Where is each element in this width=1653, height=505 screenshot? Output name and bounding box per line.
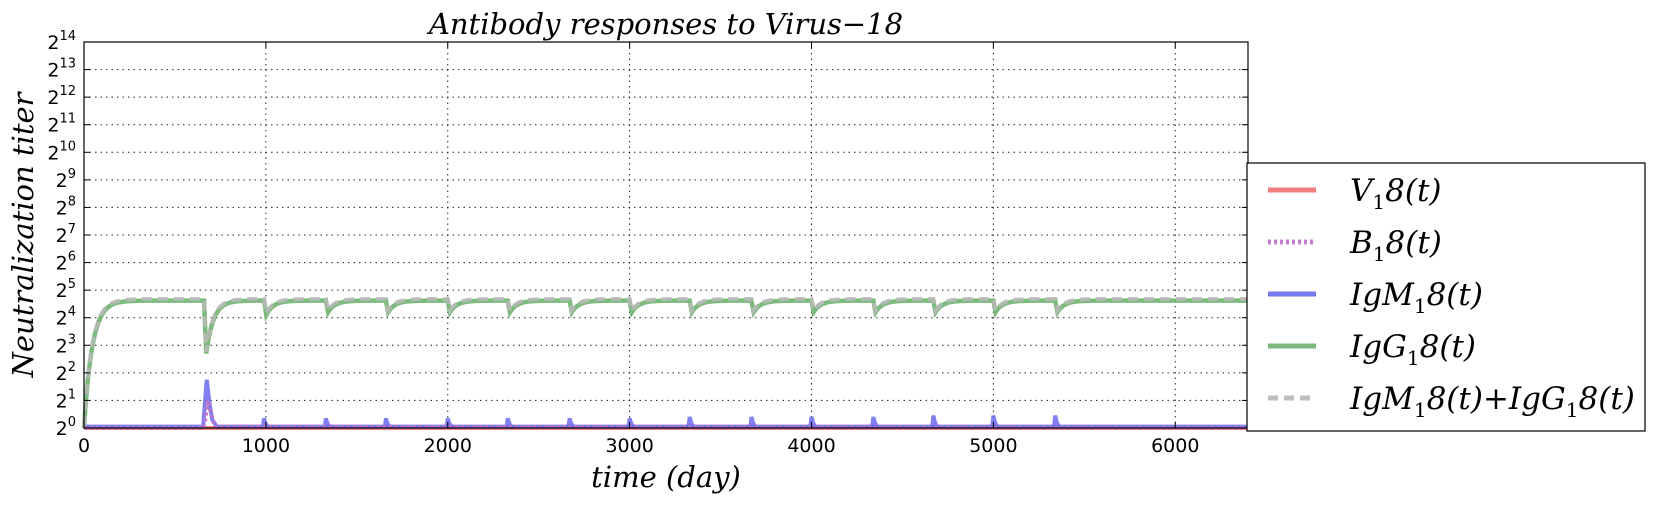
legend-frame <box>1246 162 1646 432</box>
grid <box>84 42 1248 428</box>
series-igm18-spike <box>626 417 635 428</box>
y-tick-label: 213 <box>47 57 76 82</box>
x-tick-label: 4000 <box>787 435 835 457</box>
legend-label: IgG18(t) <box>1349 329 1476 370</box>
x-tick-label: 2000 <box>424 435 472 457</box>
x-tick-label: 0 <box>78 435 90 457</box>
x-tick-label: 5000 <box>969 435 1017 457</box>
y-tick-label: 24 <box>56 305 76 330</box>
y-tick-label: 21 <box>56 387 76 412</box>
legend-label: B18(t) <box>1349 225 1442 266</box>
series-igm18-spike <box>444 417 454 428</box>
series-igm18-spike <box>808 416 817 428</box>
series-igm18-spike <box>504 417 514 428</box>
series-igm18-spike <box>870 416 879 428</box>
y-tick-label: 29 <box>56 167 76 192</box>
y-axis-label: Neutralization titer <box>6 90 40 378</box>
series-igm18-spike <box>990 415 999 428</box>
y-tick-label: 211 <box>47 112 76 137</box>
legend: V18(t) B18(t) IgM18(t) IgG18(t) IgM18(t)+IgG… <box>1246 162 1646 432</box>
series-igm18-spike <box>930 415 939 428</box>
series-igm18-spike <box>748 416 757 428</box>
legend-label: IgM18(t) <box>1349 277 1483 318</box>
series-igm18-spike <box>686 416 696 428</box>
x-tick-label: 6000 <box>1151 435 1199 457</box>
series-b18-line <box>84 399 1249 430</box>
x-tick-label: 3000 <box>605 435 653 457</box>
y-tick-label: 22 <box>56 360 76 385</box>
chart-title: Antibody responses to Virus−18 <box>426 7 903 41</box>
y-tick-label: 23 <box>56 332 76 357</box>
series-igm18-spike <box>382 417 392 428</box>
x-axis-label: time (day) <box>591 460 741 494</box>
y-tick-label: 25 <box>56 277 76 302</box>
y-tick-label: 27 <box>56 222 76 247</box>
series-sum-line <box>82 296 1248 427</box>
y-tick-label: 28 <box>56 194 76 219</box>
series-igm18-spike <box>322 417 332 428</box>
y-tick-label: 214 <box>47 29 76 54</box>
x-tick-label: 1000 <box>242 435 290 457</box>
y-tick-label: 210 <box>47 139 76 164</box>
legend-label: IgM18(t)+IgG18(t) <box>1349 381 1635 422</box>
y-tick-label: 212 <box>47 84 76 109</box>
series-igm18-spike <box>260 417 270 428</box>
series-igm18-spike <box>566 417 575 428</box>
legend-label: V18(t) <box>1350 173 1442 214</box>
y-tick-label: 26 <box>56 250 76 275</box>
series-igm18-spike <box>1052 415 1061 428</box>
y-tick-label: 20 <box>56 415 76 440</box>
